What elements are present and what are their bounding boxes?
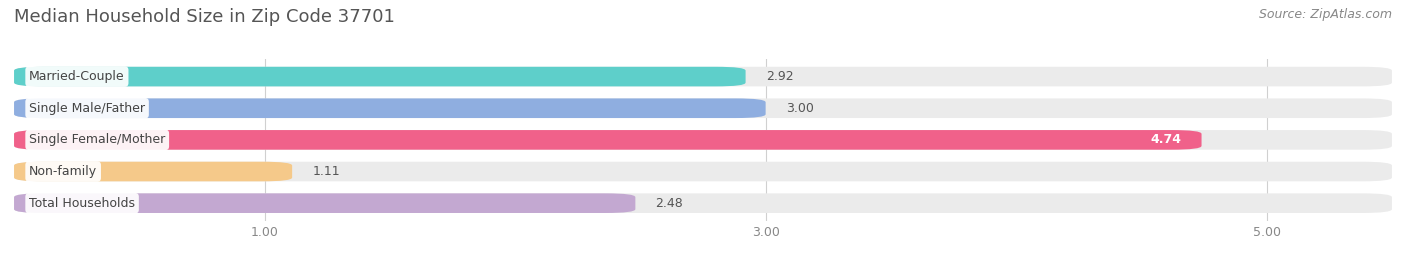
Text: 2.92: 2.92 [766, 70, 793, 83]
FancyBboxPatch shape [14, 193, 1392, 213]
Text: 4.74: 4.74 [1150, 133, 1181, 146]
Text: Single Female/Mother: Single Female/Mother [30, 133, 166, 146]
Text: 2.48: 2.48 [655, 197, 683, 210]
FancyBboxPatch shape [14, 130, 1392, 150]
FancyBboxPatch shape [14, 162, 1392, 181]
Text: Married-Couple: Married-Couple [30, 70, 125, 83]
Text: 1.11: 1.11 [312, 165, 340, 178]
FancyBboxPatch shape [14, 98, 1392, 118]
Text: Total Households: Total Households [30, 197, 135, 210]
Text: Median Household Size in Zip Code 37701: Median Household Size in Zip Code 37701 [14, 8, 395, 26]
Text: Single Male/Father: Single Male/Father [30, 102, 145, 115]
Text: Source: ZipAtlas.com: Source: ZipAtlas.com [1258, 8, 1392, 21]
FancyBboxPatch shape [14, 130, 1202, 150]
Text: 3.00: 3.00 [786, 102, 814, 115]
FancyBboxPatch shape [14, 67, 745, 86]
FancyBboxPatch shape [14, 98, 766, 118]
FancyBboxPatch shape [14, 67, 1392, 86]
Text: Non-family: Non-family [30, 165, 97, 178]
FancyBboxPatch shape [14, 162, 292, 181]
FancyBboxPatch shape [14, 193, 636, 213]
